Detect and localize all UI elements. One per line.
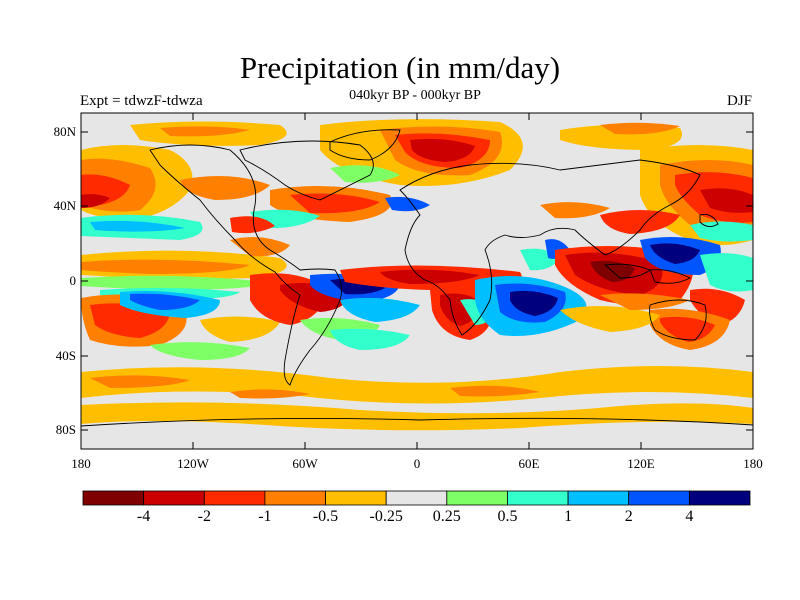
lon-label-180w: 180 [71, 456, 91, 471]
colorbar-label: -0.25 [369, 508, 403, 525]
colorbar-swatch [385, 490, 448, 506]
lon-label-0: 0 [413, 456, 421, 471]
colorbar-swatch [143, 490, 205, 506]
experiment-label: Expt = tdwzF-tdwza [80, 93, 203, 109]
lat-label-0: 0 [69, 273, 77, 288]
colorbar-swatch [567, 490, 630, 506]
colorbar-swatch [264, 490, 326, 506]
period-subtitle: 040kyr BP - 000kyr BP [349, 88, 481, 103]
season-label: DJF [726, 93, 752, 109]
colorbar-swatch [507, 490, 569, 506]
colorbar-label: -0.5 [312, 508, 339, 525]
colorbar-swatch [203, 490, 266, 506]
colorbar-label: 0.25 [432, 508, 461, 525]
colorbar-label: -2 [197, 508, 211, 525]
lon-label-120e: 120E [627, 456, 655, 471]
lon-label-60e: 60E [518, 456, 540, 471]
colorbar-label: 0.5 [497, 508, 518, 525]
colorbar [82, 490, 751, 506]
colorbar-label: -1 [258, 508, 272, 525]
colorbar-label: 4 [685, 508, 694, 525]
precip-field [81, 119, 753, 431]
lon-label-180e: 180 [743, 456, 763, 471]
lat-label-80s: 80S [55, 422, 76, 437]
colorbar-swatch [628, 490, 690, 506]
lon-label-60w: 60W [292, 456, 318, 471]
lat-label-40s: 40S [55, 348, 76, 363]
lat-label-40n: 40N [53, 198, 76, 213]
chart-title: Precipitation (in mm/day) [239, 50, 561, 85]
lon-label-120w: 120W [177, 456, 209, 471]
lat-label-80n: 80N [53, 124, 76, 139]
colorbar-swatch [446, 490, 508, 506]
colorbar-label: 1 [564, 508, 573, 525]
colorbar-swatch [325, 490, 387, 506]
colorbar-label: 2 [624, 508, 633, 525]
axis-ticks [81, 113, 753, 449]
colorbar-swatch [82, 490, 145, 506]
colorbar-swatch [688, 490, 751, 506]
coastlines [81, 129, 753, 427]
colorbar-label: -4 [136, 508, 151, 525]
